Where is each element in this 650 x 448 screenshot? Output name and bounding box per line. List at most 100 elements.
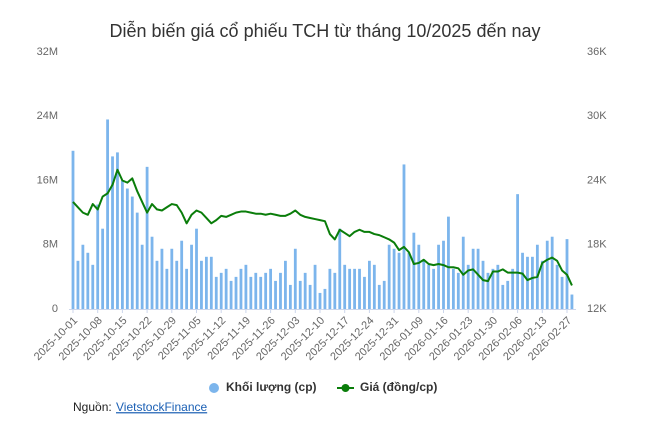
bar <box>219 272 223 309</box>
bar <box>382 280 386 309</box>
bar <box>402 164 406 309</box>
bar <box>427 264 431 309</box>
bar <box>298 280 302 309</box>
bar <box>417 244 421 309</box>
bar <box>333 272 337 309</box>
bar <box>368 260 371 309</box>
bar <box>318 292 322 309</box>
bar <box>209 256 213 309</box>
bar <box>491 268 495 309</box>
bar <box>269 268 272 309</box>
bar <box>81 244 85 309</box>
bar <box>190 244 193 309</box>
bar <box>372 264 376 309</box>
y2-tick-label: 30K <box>587 110 607 122</box>
y2-tick-label: 18K <box>587 239 607 251</box>
bar <box>234 276 238 309</box>
bar <box>170 248 174 309</box>
bar <box>96 204 100 309</box>
bar <box>130 196 134 309</box>
bar <box>323 288 327 309</box>
y2-tick-label: 36K <box>587 46 607 58</box>
bar <box>91 264 95 309</box>
bar <box>496 264 500 309</box>
bar <box>451 268 455 309</box>
bar <box>76 260 80 309</box>
bar <box>486 272 490 309</box>
bar <box>224 268 228 309</box>
bar <box>274 280 277 309</box>
bar <box>461 236 465 309</box>
bar <box>560 276 564 309</box>
bar <box>180 240 184 309</box>
bar <box>531 256 534 309</box>
legend-swatch <box>209 383 219 393</box>
bar <box>412 232 416 309</box>
bar <box>550 236 554 309</box>
bar <box>101 228 105 309</box>
legend-label[interactable]: Giá (đồng/cp) <box>360 380 437 394</box>
bar <box>358 268 361 309</box>
bar <box>155 260 159 309</box>
bar <box>288 284 292 309</box>
bar <box>308 284 312 309</box>
bar <box>392 248 396 309</box>
bar <box>555 264 559 309</box>
y2-tick-label: 12K <box>587 303 607 315</box>
bar <box>254 272 258 309</box>
bar <box>140 244 144 309</box>
bar <box>214 276 218 309</box>
bar <box>442 240 445 309</box>
bar <box>204 256 208 309</box>
bar <box>244 264 248 309</box>
bar <box>185 268 189 309</box>
bar <box>570 294 574 309</box>
bar <box>540 260 544 309</box>
bar <box>397 252 401 309</box>
bar <box>407 252 411 309</box>
bar <box>516 194 519 309</box>
bar <box>145 166 149 309</box>
bar <box>259 276 263 309</box>
bar <box>501 284 505 309</box>
bar <box>293 248 297 309</box>
source-link[interactable]: VietstockFinance <box>116 400 207 414</box>
bar <box>111 156 114 309</box>
bar <box>229 280 233 309</box>
bar <box>264 272 268 309</box>
bar <box>506 280 510 309</box>
y-tick-label: 8M <box>43 239 58 251</box>
y-tick-label: 16M <box>37 174 58 186</box>
y2-tick-label: 24K <box>587 174 607 186</box>
bar <box>545 240 549 309</box>
bar <box>422 260 426 309</box>
bar <box>447 216 450 309</box>
bar <box>200 260 203 309</box>
bar <box>437 244 440 309</box>
bar <box>348 268 352 309</box>
bar <box>481 260 485 309</box>
bar <box>466 264 470 309</box>
bar <box>456 272 460 309</box>
bar <box>521 252 524 309</box>
bar <box>471 248 475 309</box>
bar <box>313 264 317 309</box>
bar <box>106 119 109 310</box>
y-tick-label: 24M <box>37 110 58 122</box>
source-label: Nguồn: <box>73 400 112 414</box>
bar <box>353 268 356 309</box>
bar <box>432 268 436 309</box>
bar <box>377 284 381 309</box>
legend-label[interactable]: Khối lượng (cp) <box>226 380 317 394</box>
bar <box>135 212 139 309</box>
y-tick-label: 0 <box>52 303 58 315</box>
bar <box>284 260 287 309</box>
bar <box>249 276 253 309</box>
bar <box>150 236 154 309</box>
bar <box>338 228 342 309</box>
price-line <box>72 168 573 286</box>
chart-title: Diễn biến giá cổ phiếu TCH từ tháng 10/2… <box>109 20 540 41</box>
bar <box>125 188 129 309</box>
bar <box>511 268 515 309</box>
